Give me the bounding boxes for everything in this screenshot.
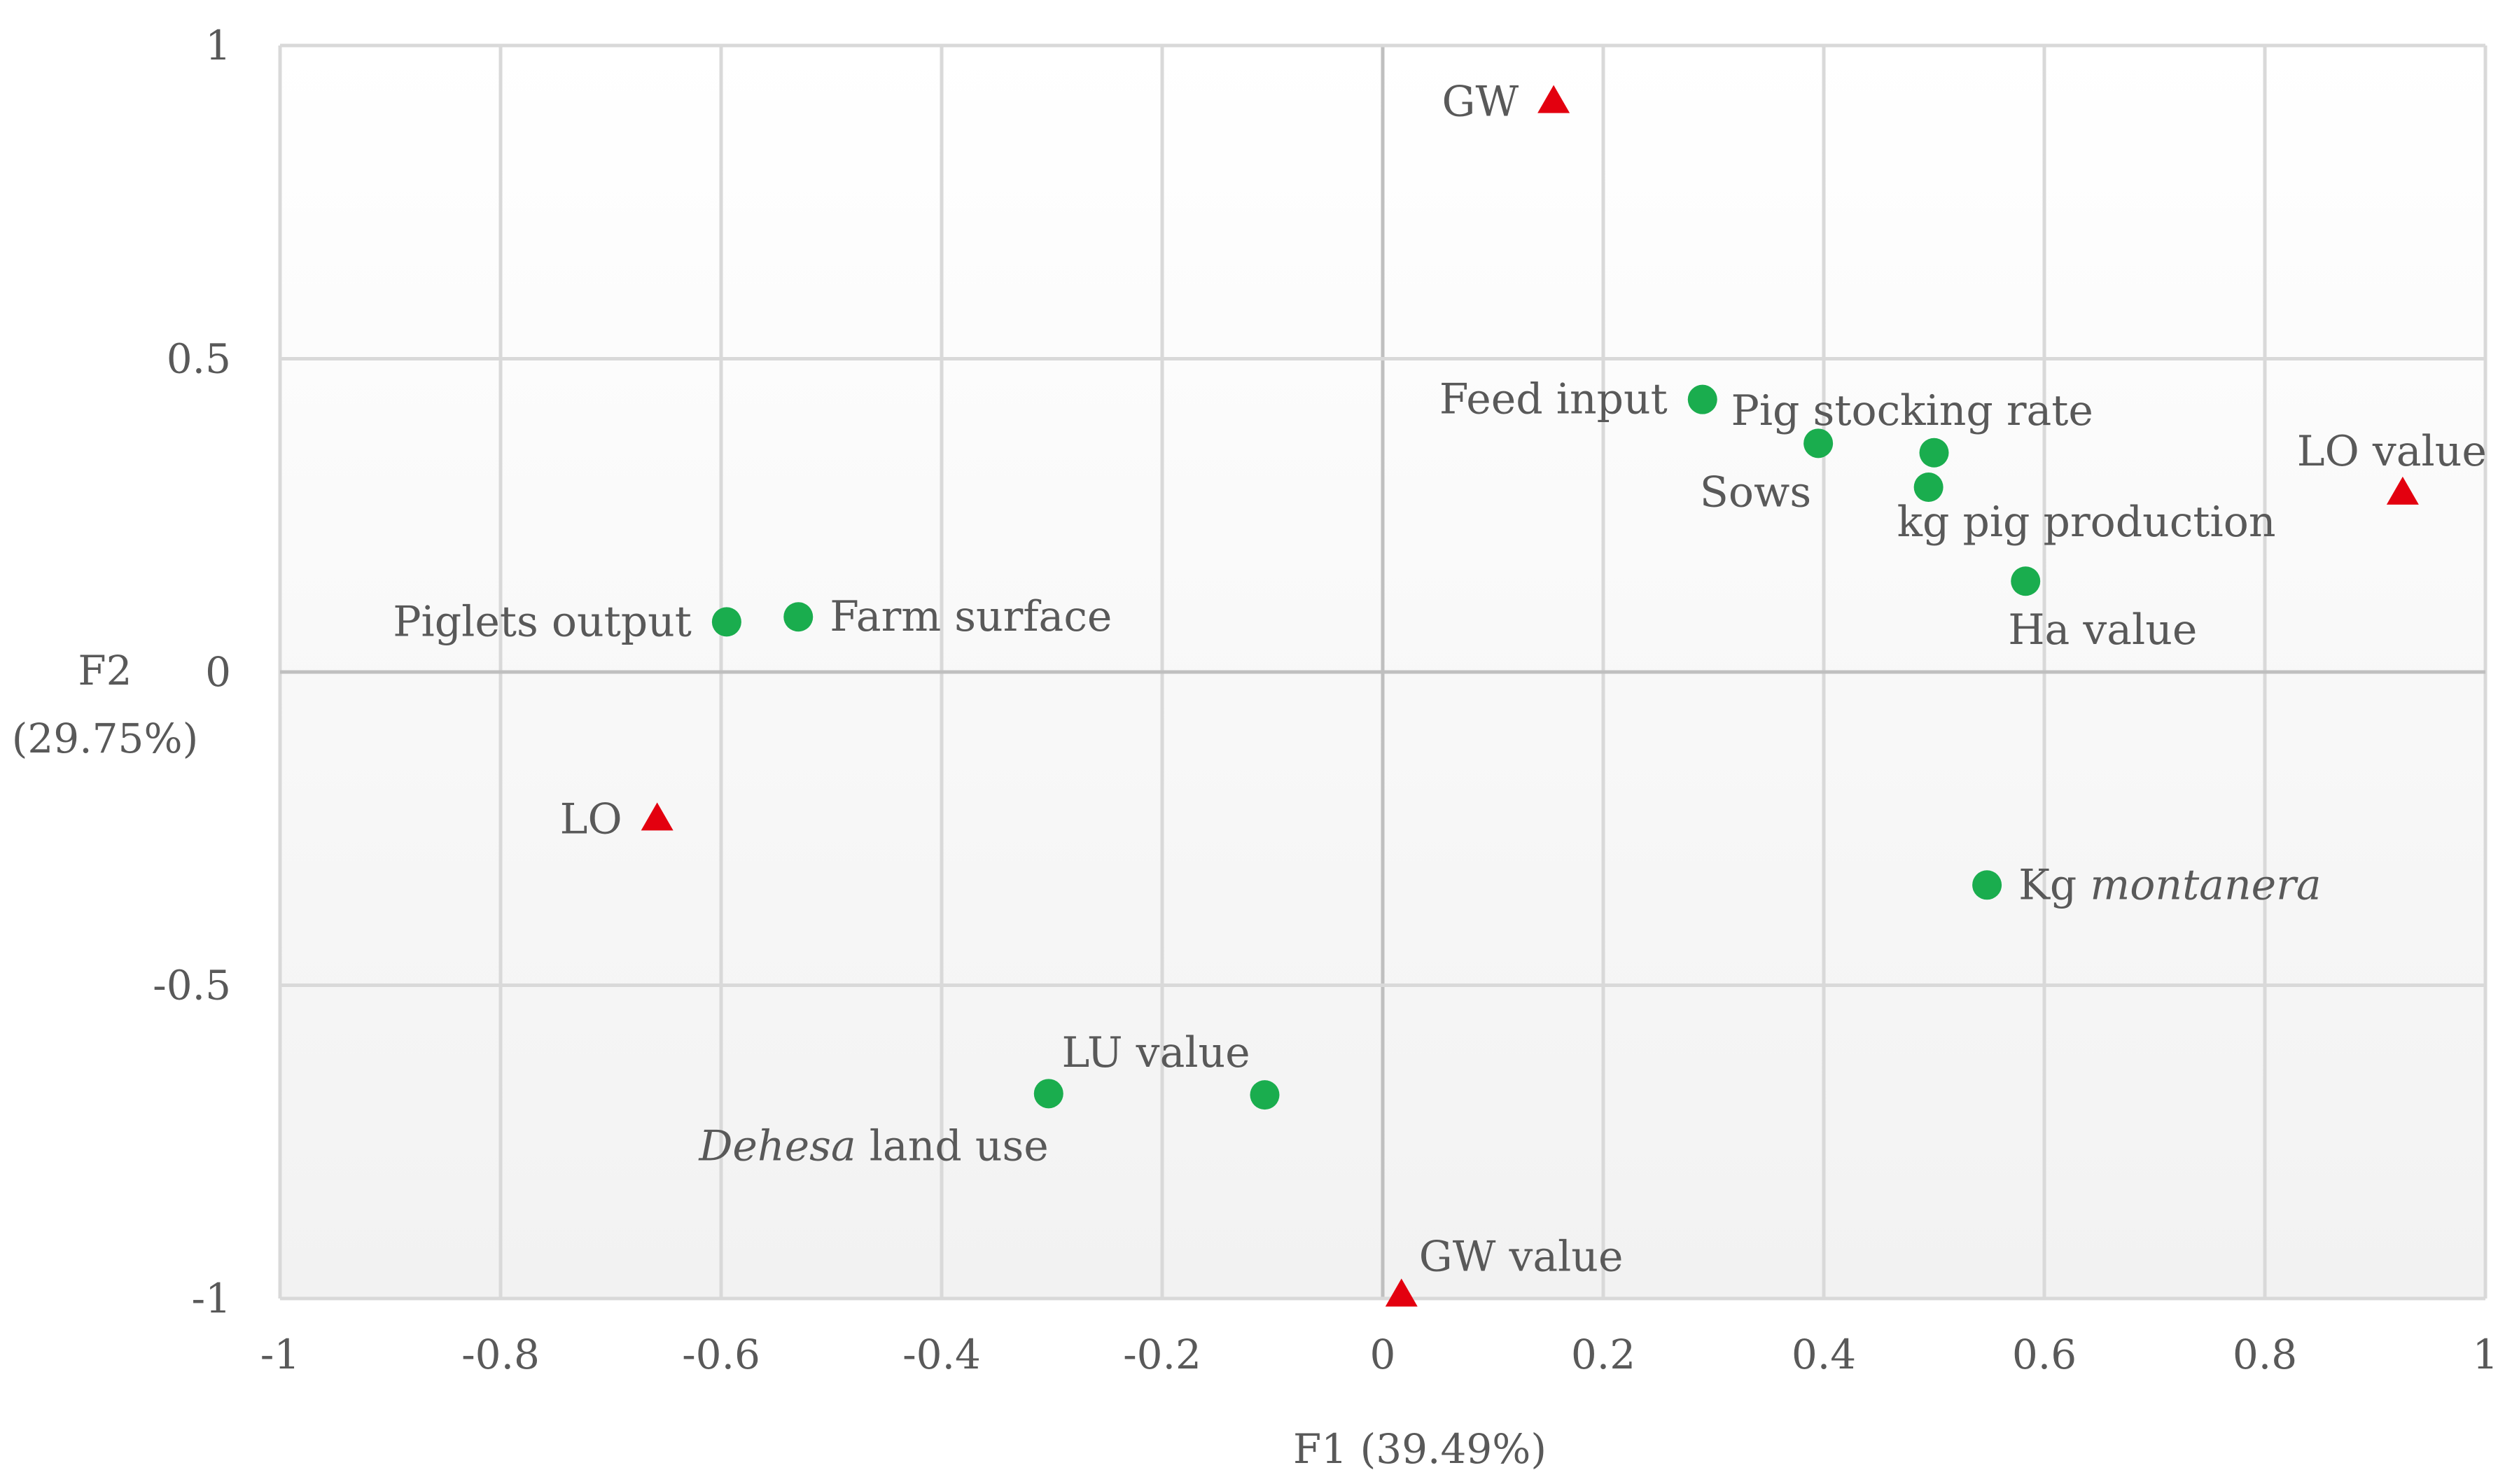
x-axis-ticks: -1 -0.8 -0.6 -0.4 -0.2 0 0.2 0.4 0.6 0.8 1 (260, 1331, 2499, 1378)
x-tick-label: 0 (1370, 1331, 1396, 1378)
variable-point (1919, 438, 1949, 468)
x-tick-label: -0.8 (461, 1331, 540, 1378)
variable-point (1687, 384, 1717, 414)
grid-lines (278, 43, 2487, 1301)
point-label: Sows (1700, 468, 1811, 517)
point-label: LO value (2297, 427, 2487, 476)
variable-point (1972, 870, 2002, 900)
supplementary-point (1385, 1278, 1418, 1307)
y-tick-label: -0.5 (153, 962, 231, 1009)
x-tick-label: 0.8 (2233, 1331, 2297, 1378)
x-tick-label: -0.4 (902, 1331, 981, 1378)
point-label: Ha value (2008, 606, 2197, 654)
point-label: Pig stocking rate (1731, 386, 2093, 435)
variable-point (783, 602, 814, 632)
point-label: LO (560, 794, 622, 844)
y-axis-ticks: -1 -0.5 0 0.5 1 (153, 22, 231, 1322)
point-label: LU value (1061, 1028, 1250, 1077)
variable-point (1913, 472, 1944, 502)
y-axis-label-line1: F2 (78, 647, 132, 694)
variable-point (1803, 428, 1834, 458)
point-label: Piglets output (393, 597, 692, 646)
point-label: Farm surface (830, 592, 1112, 641)
y-tick-label: 1 (205, 22, 231, 69)
x-tick-label: 0.6 (2012, 1331, 2077, 1378)
x-tick-label: -0.2 (1123, 1331, 1201, 1378)
x-tick-label: 1 (2473, 1331, 2499, 1378)
y-axis-label-line2: (29.75%) (12, 715, 198, 762)
data-points (641, 85, 2419, 1307)
x-tick-label: -0.6 (682, 1331, 760, 1378)
variable-point (1033, 1079, 1063, 1109)
supplementary-point (2386, 476, 2419, 505)
point-label: GW value (1419, 1233, 1624, 1282)
x-tick-label: 0.2 (1571, 1331, 1635, 1378)
point-label: GW (1442, 78, 1519, 127)
point-label: Feed input (1439, 375, 1668, 424)
x-tick-label: 0.4 (1792, 1331, 1856, 1378)
y-tick-label: 0 (205, 648, 231, 696)
x-tick-label: -1 (260, 1331, 300, 1378)
x-axis-label: F1 (39.49%) (1293, 1425, 1547, 1473)
point-labels: Feed input Sows Pig stocking rate kg pig pr… (393, 78, 2487, 1282)
y-tick-label: -1 (192, 1275, 232, 1322)
variable-point (1250, 1080, 1280, 1110)
supplementary-point (1537, 85, 1570, 113)
variable-point (2011, 566, 2041, 596)
y-tick-label: 0.5 (167, 335, 231, 383)
point-label: kg pig production (1897, 498, 2276, 547)
variable-point (711, 607, 741, 637)
point-label: Kg montanera (2018, 860, 2321, 909)
point-label: Dehesa land use (698, 1121, 1048, 1170)
supplementary-point (641, 802, 674, 831)
